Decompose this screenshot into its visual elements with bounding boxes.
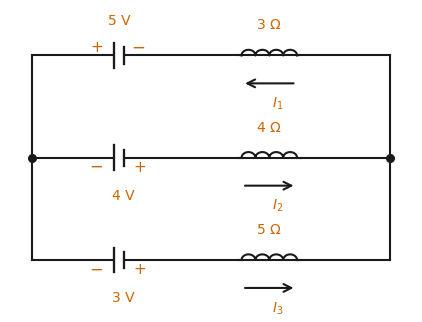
Text: 5 V: 5 V — [108, 14, 131, 28]
Text: $I_1$: $I_1$ — [272, 96, 283, 112]
Text: $I_2$: $I_2$ — [272, 198, 283, 214]
Text: 3 V: 3 V — [112, 291, 135, 305]
Text: 5 Ω: 5 Ω — [257, 223, 281, 237]
Text: +: + — [133, 262, 146, 277]
Text: 3 Ω: 3 Ω — [257, 18, 281, 32]
Text: −: − — [89, 260, 103, 278]
Text: 4 V: 4 V — [112, 189, 135, 203]
Text: −: − — [131, 39, 145, 57]
Text: −: − — [89, 158, 103, 176]
Text: $I_3$: $I_3$ — [272, 300, 283, 317]
Text: +: + — [133, 160, 146, 175]
Text: +: + — [90, 40, 103, 55]
Text: 4 Ω: 4 Ω — [257, 120, 281, 135]
